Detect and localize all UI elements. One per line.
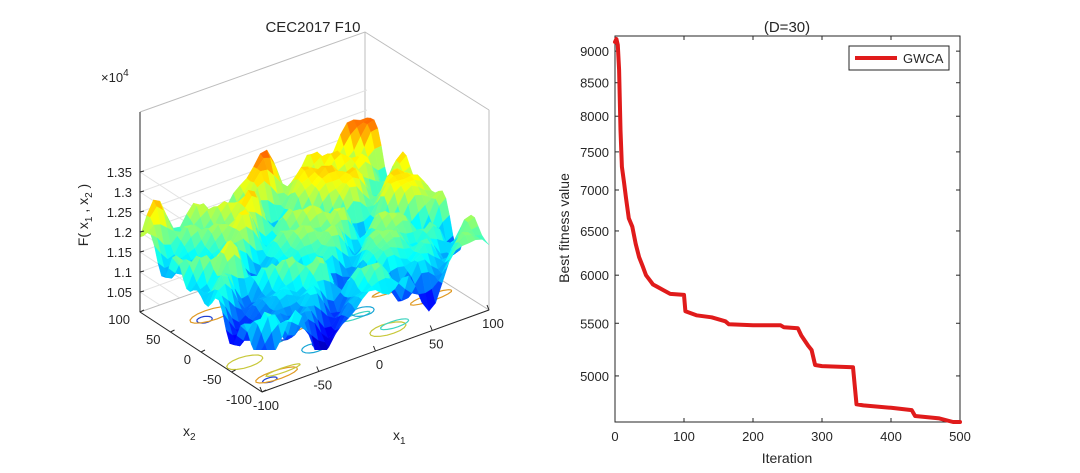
convergence-title: (D=30) xyxy=(764,19,810,36)
x1-tick-label: 0 xyxy=(376,357,383,372)
surface-title: CEC2017 F10 xyxy=(265,19,360,36)
z-tick-label: 1.25 xyxy=(107,205,132,220)
x-tick-label: 100 xyxy=(673,429,695,444)
surface-patch xyxy=(478,237,490,246)
z-tick-mark xyxy=(139,190,145,193)
x-tick-label: 400 xyxy=(880,429,902,444)
z-axis-label: F( x1 , x2 ) xyxy=(75,184,95,246)
x1-ticks: -100 -50 0 50 100 xyxy=(253,304,504,413)
z-tick-mark xyxy=(139,210,145,213)
x-tick-label: 200 xyxy=(742,429,764,444)
x-ticks: 0 100 200 300 400 500 xyxy=(611,36,971,444)
y-tick-label: 5500 xyxy=(580,316,609,331)
z-tick-label: 1.35 xyxy=(107,165,132,180)
y-tick-label: 8500 xyxy=(580,76,609,91)
x2-tick-label: 100 xyxy=(108,312,130,327)
x1-tick-mark xyxy=(486,304,490,311)
x-axis-label: Iteration xyxy=(762,450,813,466)
y-tick-label: 6000 xyxy=(580,268,609,283)
y-ticks: 5000 5500 6000 6500 7000 7500 8000 8500 9000 xyxy=(580,44,960,384)
z-tick-label: 1.2 xyxy=(114,225,132,240)
x2-tick-label: 50 xyxy=(146,332,160,347)
convergence-chart: (D=30) 500055006000650070007500800085009… xyxy=(556,19,971,466)
z-tick-mark xyxy=(139,270,145,273)
x1-tick-label: -100 xyxy=(253,398,279,413)
x1-tick-label: -50 xyxy=(313,378,332,393)
x2-tick-label: 0 xyxy=(184,352,191,367)
x2-tick-label: -50 xyxy=(203,372,222,387)
x2-axis-label: x2 xyxy=(183,423,196,443)
z-scale-label: ×104 xyxy=(101,68,129,85)
x1-tick-mark xyxy=(259,386,263,393)
x1-tick-mark xyxy=(373,345,376,352)
z-tick-mark xyxy=(139,290,145,293)
y-tick-label: 7000 xyxy=(580,183,609,198)
surface-chart: CEC2017 F10 1.05 1.1 1.15 1.2 1.25 1.3 1.35 -1… xyxy=(75,19,504,447)
y-tick-label: 9000 xyxy=(580,44,609,59)
x2-ticks: -100 -50 0 50 100 xyxy=(108,309,267,407)
series-line-gwca xyxy=(613,37,962,424)
contour-line xyxy=(379,318,410,331)
x1-tick-mark xyxy=(316,366,320,372)
z-tick-label: 1.15 xyxy=(107,245,132,260)
y-tick-label: 7500 xyxy=(580,145,609,160)
legend-label-gwca: GWCA xyxy=(903,51,944,66)
y-tick-label: 8000 xyxy=(580,109,609,124)
z-tick-label: 1.05 xyxy=(107,285,132,300)
x-tick-label: 500 xyxy=(949,429,971,444)
x2-tick-mark xyxy=(200,349,206,353)
x2-tick-mark xyxy=(261,389,267,393)
contour-line xyxy=(350,306,375,318)
contour-line xyxy=(226,354,264,371)
x2-tick-mark xyxy=(170,329,175,333)
z-tick-label: 1.1 xyxy=(114,265,132,280)
z-tick-label: 1.3 xyxy=(114,185,132,200)
y-tick-label: 5000 xyxy=(580,369,609,384)
x-tick-label: 0 xyxy=(611,429,618,444)
x1-tick-label: 50 xyxy=(429,337,443,352)
y-axis-label: Best fitness value xyxy=(556,173,572,283)
contour-line xyxy=(369,321,407,338)
x2-tick-label: -100 xyxy=(226,392,252,407)
legend: GWCA xyxy=(848,45,950,71)
z-ticks: 1.05 1.1 1.15 1.2 1.25 1.3 1.35 xyxy=(107,165,145,300)
contour-line xyxy=(255,366,298,384)
x1-tick-label: 100 xyxy=(482,316,504,331)
y-tick-label: 6500 xyxy=(580,224,609,239)
x1-axis-label: x1 xyxy=(393,427,406,447)
z-tick-mark xyxy=(139,170,145,173)
contour-line xyxy=(265,363,301,378)
z-tick-mark xyxy=(139,250,145,253)
x-tick-label: 300 xyxy=(811,429,833,444)
surface-mesh xyxy=(139,117,490,350)
x1-tick-mark xyxy=(429,325,433,331)
plot-area xyxy=(614,35,961,423)
x2-tick-mark xyxy=(139,309,145,313)
x2-tick-mark xyxy=(231,369,236,373)
z-tick-mark xyxy=(139,230,145,233)
